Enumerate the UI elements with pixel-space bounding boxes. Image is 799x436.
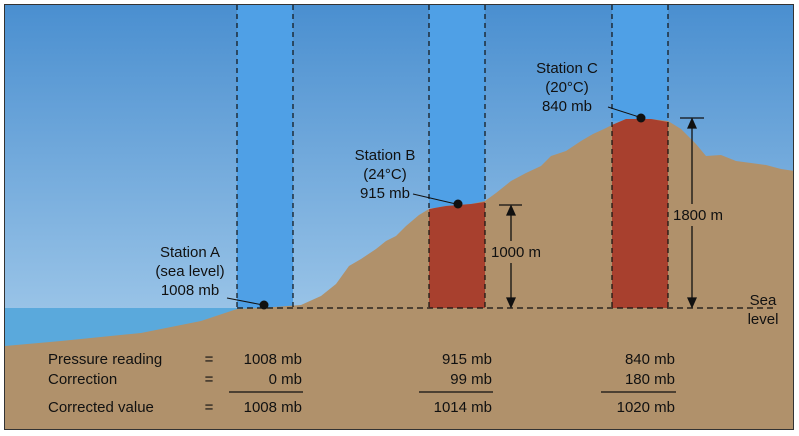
equals-sign: = bbox=[205, 351, 214, 368]
air-column-a bbox=[237, 5, 293, 308]
height-label-b: 1000 m bbox=[491, 244, 541, 261]
air-column-c bbox=[612, 5, 668, 121]
station-c-name: Station C bbox=[536, 60, 598, 77]
pressure-column-b bbox=[429, 202, 485, 308]
height-label-c: 1800 m bbox=[673, 207, 723, 224]
correction-b: 99 mb bbox=[450, 371, 492, 388]
station-b-pressure: 915 mb bbox=[360, 185, 410, 202]
row-label-corrected-value: Corrected value bbox=[48, 399, 154, 416]
altitude-pressure-diagram: Station A (sea level) 1008 mb Station B … bbox=[5, 5, 793, 429]
station-c-pressure: 840 mb bbox=[542, 98, 592, 115]
corrected-c: 1020 mb bbox=[617, 399, 675, 416]
station-a-name: Station A bbox=[160, 244, 220, 261]
station-a-dot bbox=[259, 300, 269, 310]
correction-c: 180 mb bbox=[625, 371, 675, 388]
station-c-dot bbox=[636, 113, 646, 123]
station-c-condition: (20°C) bbox=[545, 79, 589, 96]
station-b-condition: (24°C) bbox=[363, 166, 407, 183]
reading-c: 840 mb bbox=[625, 351, 675, 368]
sea-level-label-line1: Sea bbox=[750, 292, 777, 309]
air-column-b bbox=[429, 5, 485, 208]
column-edges bbox=[236, 5, 669, 308]
corrected-b: 1014 mb bbox=[434, 399, 492, 416]
equals-sign: = bbox=[205, 399, 214, 416]
sea-level-label-line2: level bbox=[748, 311, 779, 328]
pressure-column-c bbox=[612, 119, 668, 308]
station-a-pressure: 1008 mb bbox=[161, 282, 219, 299]
reading-b: 915 mb bbox=[442, 351, 492, 368]
diagram-frame: Station A (sea level) 1008 mb Station B … bbox=[4, 4, 794, 430]
station-b-name: Station B bbox=[355, 147, 416, 164]
station-b-dot bbox=[453, 199, 463, 209]
station-a-condition: (sea level) bbox=[155, 263, 224, 280]
row-label-pressure-reading: Pressure reading bbox=[48, 351, 162, 368]
reading-a: 1008 mb bbox=[244, 351, 302, 368]
corrected-a: 1008 mb bbox=[244, 399, 302, 416]
equals-sign: = bbox=[205, 371, 214, 388]
correction-a: 0 mb bbox=[269, 371, 302, 388]
mountain-ground bbox=[5, 119, 793, 429]
row-label-correction: Correction bbox=[48, 371, 117, 388]
